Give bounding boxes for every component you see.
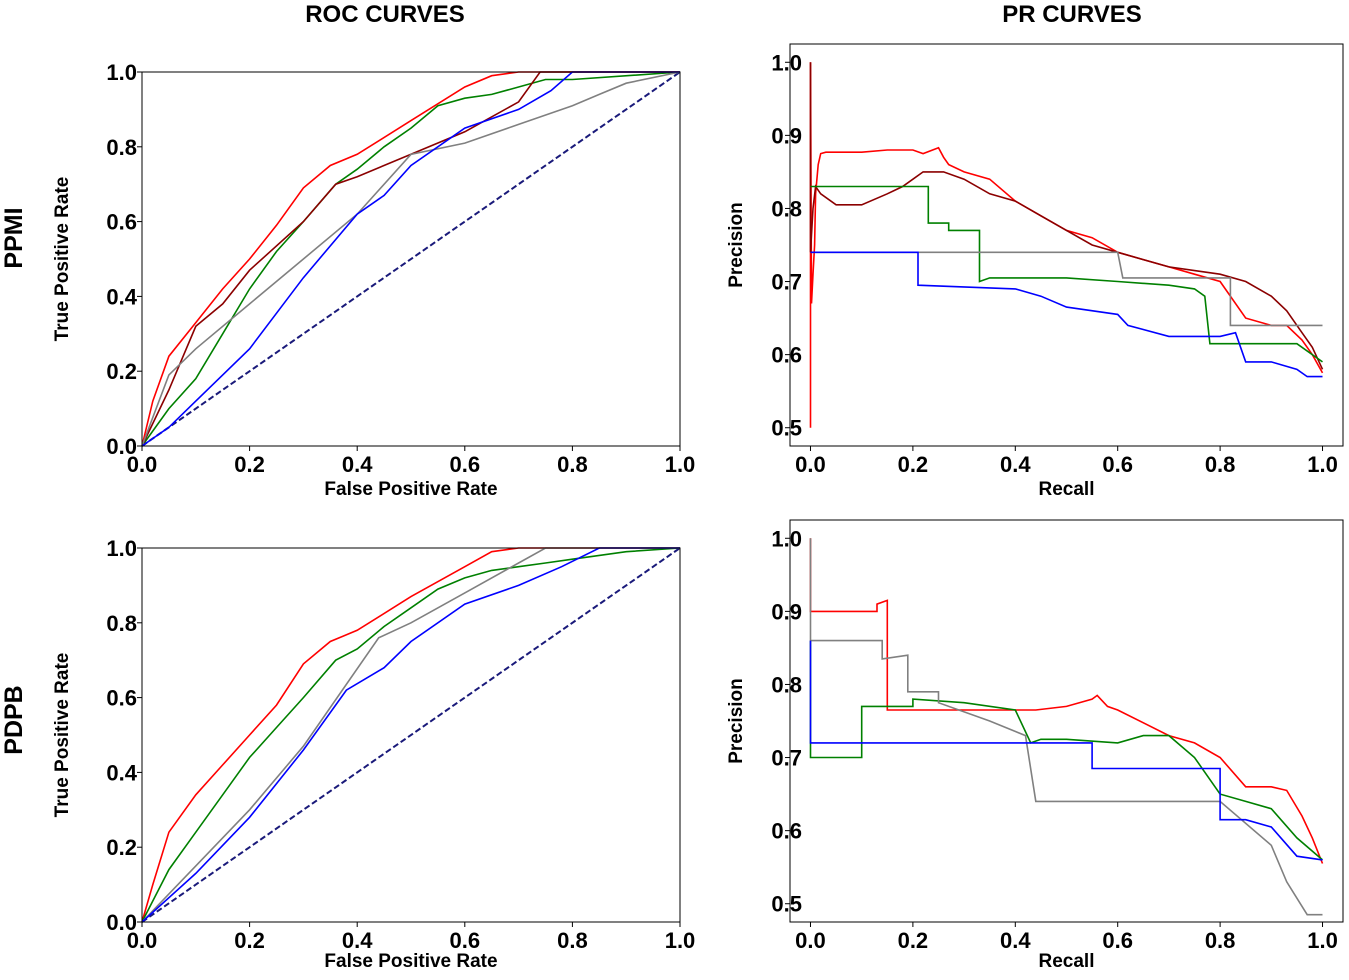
pr-pdpb-xtick-label: 0.0 xyxy=(795,928,826,953)
roc-ppmi-xtick-label: 1.0 xyxy=(665,452,696,477)
roc-ppmi-ytick-label: 0.4 xyxy=(106,284,137,309)
roc-pdpb-xtick-label: 0.2 xyxy=(234,928,265,953)
pr-pdpb-ytick-label: 0.7 xyxy=(771,746,802,771)
roc-pdpb-ytick-label: 0.0 xyxy=(106,910,137,935)
pr-pdpb-xtick-label: 0.2 xyxy=(898,928,929,953)
roc-pdpb-ylabel: True Positive Rate xyxy=(52,653,73,818)
roc-pdpb-chart: 0.0 0.2 0.4 0.6 0.8 1.0 0.0 0.2 0.4 0.6 0.8 1.0 Fals… xyxy=(52,536,695,972)
roc-pdpb-series-0 xyxy=(141,547,681,923)
pr-ppmi-series-3 xyxy=(810,251,1323,327)
row-title-ppmi: PPMI xyxy=(0,207,28,268)
roc-ppmi-ytick-label: 0.6 xyxy=(106,210,137,235)
pr-ppmi-ytick-label: 0.9 xyxy=(771,123,802,148)
roc-pdpb-series-2 xyxy=(141,547,681,923)
pr-pdpb-xlabel: Recall xyxy=(1039,951,1095,972)
roc-pdpb-ytick-label: 0.6 xyxy=(106,686,137,711)
pr-pdpb-xtick-label: 0.4 xyxy=(1000,928,1031,953)
pr-ppmi-xtick-label: 0.4 xyxy=(1000,452,1031,477)
roc-ppmi-series-2 xyxy=(141,71,681,447)
pr-ppmi-xtick-label: 0.2 xyxy=(898,452,929,477)
pr-pdpb-series-3 xyxy=(809,640,1323,861)
pr-pdpb-ytick-label: 1.0 xyxy=(771,526,802,551)
roc-pdpb-xtick-label: 0.4 xyxy=(342,928,373,953)
roc-pdpb-ytick-label: 0.4 xyxy=(106,760,137,785)
pr-pdpb-ytick-label: 0.8 xyxy=(771,672,802,697)
pr-pdpb-ylabel: Precision xyxy=(726,678,747,764)
pr-ppmi-ytick-label: 0.8 xyxy=(771,196,802,221)
pr-pdpb-ytick-label: 0.5 xyxy=(771,892,802,917)
pr-ppmi-xtick-label: 1.0 xyxy=(1307,452,1338,477)
pr-ppmi-ytick-label: 0.7 xyxy=(771,270,802,295)
pr-pdpb-series-0 xyxy=(809,538,1324,864)
pr-pdpb-xtick-label: 1.0 xyxy=(1307,928,1338,953)
pr-ppmi-ytick-label: 0.5 xyxy=(771,416,802,441)
pr-ppmi-ytick-label: 0.6 xyxy=(771,343,802,368)
pr-pdpb-series-2 xyxy=(809,538,1323,916)
pr-ppmi-series-2 xyxy=(810,185,1323,363)
roc-pdpb-xtick-label: 0.8 xyxy=(557,928,588,953)
pr-ppmi-ytick-label: 1.0 xyxy=(771,50,802,75)
pr-pdpb-chart: 0.0 0.2 0.4 0.6 0.8 1.0 0.5 0.6 0.7 0.8 0.9 1.0 Reca… xyxy=(726,519,1344,972)
roc-ppmi-chart: 0.0 0.2 0.4 0.6 0.8 1.0 0.0 0.2 0.4 0.6 0.8 1.0 Fals… xyxy=(52,60,695,500)
row-title-pdpb: PDPB xyxy=(0,685,28,754)
roc-ppmi-series-5 xyxy=(141,71,680,447)
col-title-roc: ROC CURVES xyxy=(305,1,465,28)
roc-pdpb-xtick-label: 0.0 xyxy=(127,928,158,953)
roc-pdpb-ytick-label: 1.0 xyxy=(106,536,137,561)
roc-ppmi-ytick-label: 0.2 xyxy=(106,359,137,384)
pr-pdpb-xtick-label: 0.6 xyxy=(1102,928,1133,953)
roc-pdpb-xtick-label: 1.0 xyxy=(665,928,696,953)
roc-ppmi-xtick-label: 0.4 xyxy=(342,452,373,477)
pr-ppmi-chart: 0.0 0.2 0.4 0.6 0.8 1.0 0.5 0.6 0.7 0.8 0.9 1.0 Reca… xyxy=(726,43,1344,500)
roc-ppmi-ytick-label: 0.0 xyxy=(106,434,137,459)
roc-ppmi-xlabel: False Positive Rate xyxy=(324,479,497,500)
roc-ppmi-series-4 xyxy=(141,71,681,447)
pr-pdpb-ytick-label: 0.9 xyxy=(771,599,802,624)
pr-pdpb-series-1 xyxy=(809,640,1324,861)
roc-ppmi-xtick-label: 0.0 xyxy=(127,452,158,477)
roc-pdpb-xlabel: False Positive Rate xyxy=(324,951,497,972)
roc-ppmi-ytick-label: 1.0 xyxy=(106,60,137,85)
pr-ppmi-series-1 xyxy=(809,62,1324,370)
roc-ppmi-xtick-label: 0.6 xyxy=(450,452,481,477)
roc-ppmi-series-3 xyxy=(141,71,680,447)
pr-ppmi-xtick-label: 0.6 xyxy=(1102,452,1133,477)
roc-ppmi-series-0 xyxy=(141,71,681,447)
roc-ppmi-ytick-label: 0.8 xyxy=(106,135,137,160)
roc-pdpb-plot-frame xyxy=(141,547,681,923)
roc-ppmi-xtick-label: 0.2 xyxy=(234,452,265,477)
roc-pdpb-xtick-label: 0.6 xyxy=(450,928,481,953)
pr-ppmi-series-4 xyxy=(810,251,1323,378)
pr-ppmi-series-0 xyxy=(809,62,1324,428)
roc-ppmi-ylabel: True Positive Rate xyxy=(52,177,73,342)
roc-pdpb-ytick-label: 0.8 xyxy=(106,611,137,636)
pr-pdpb-ytick-label: 0.6 xyxy=(771,819,802,844)
pr-ppmi-plot-frame xyxy=(789,43,1344,447)
roc-ppmi-plot-frame xyxy=(141,71,681,447)
pr-ppmi-ylabel: Precision xyxy=(726,202,747,288)
pr-ppmi-xtick-label: 0.0 xyxy=(795,452,826,477)
pr-pdpb-xtick-label: 0.8 xyxy=(1205,928,1236,953)
pr-ppmi-xlabel: Recall xyxy=(1039,479,1095,500)
pr-ppmi-xtick-label: 0.8 xyxy=(1205,452,1236,477)
pr-pdpb-plot-frame xyxy=(789,519,1344,923)
roc-pdpb-ytick-label: 0.2 xyxy=(106,835,137,860)
col-title-pr: PR CURVES xyxy=(1002,1,1142,28)
roc-ppmi-xtick-label: 0.8 xyxy=(557,452,588,477)
